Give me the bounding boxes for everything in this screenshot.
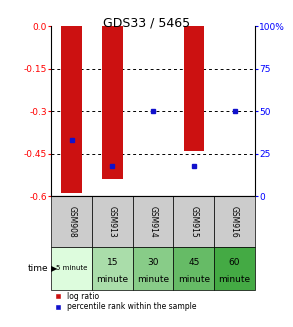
Text: minute: minute [96, 275, 128, 284]
Text: GSM908: GSM908 [67, 206, 76, 238]
Bar [214, 247, 255, 290]
Text: minute: minute [137, 275, 169, 284]
Text: 60: 60 [229, 258, 240, 267]
Text: GDS33 / 5465: GDS33 / 5465 [103, 16, 190, 29]
Bar [173, 247, 214, 290]
Text: GSM916: GSM916 [230, 206, 239, 238]
Text: ▶: ▶ [51, 264, 57, 273]
Bar [133, 247, 173, 290]
Text: 45: 45 [188, 258, 200, 267]
Legend: log ratio, percentile rank within the sample: log ratio, percentile rank within the sa… [55, 292, 197, 311]
Text: minute: minute [178, 275, 210, 284]
Text: GSM914: GSM914 [149, 206, 158, 238]
Bar [51, 247, 92, 290]
Bar [92, 247, 133, 290]
Text: time: time [28, 264, 48, 273]
Bar [184, 26, 204, 151]
Text: GSM915: GSM915 [189, 206, 198, 238]
Text: 30: 30 [147, 258, 159, 267]
Text: 15: 15 [107, 258, 118, 267]
Bar [173, 196, 214, 247]
Text: GSM913: GSM913 [108, 206, 117, 238]
Bar [102, 26, 122, 179]
Bar [62, 26, 82, 193]
Bar [92, 196, 133, 247]
Bar [133, 196, 173, 247]
Bar [214, 196, 255, 247]
Bar [51, 196, 92, 247]
Text: 5 minute: 5 minute [56, 266, 87, 271]
Text: minute: minute [219, 275, 251, 284]
